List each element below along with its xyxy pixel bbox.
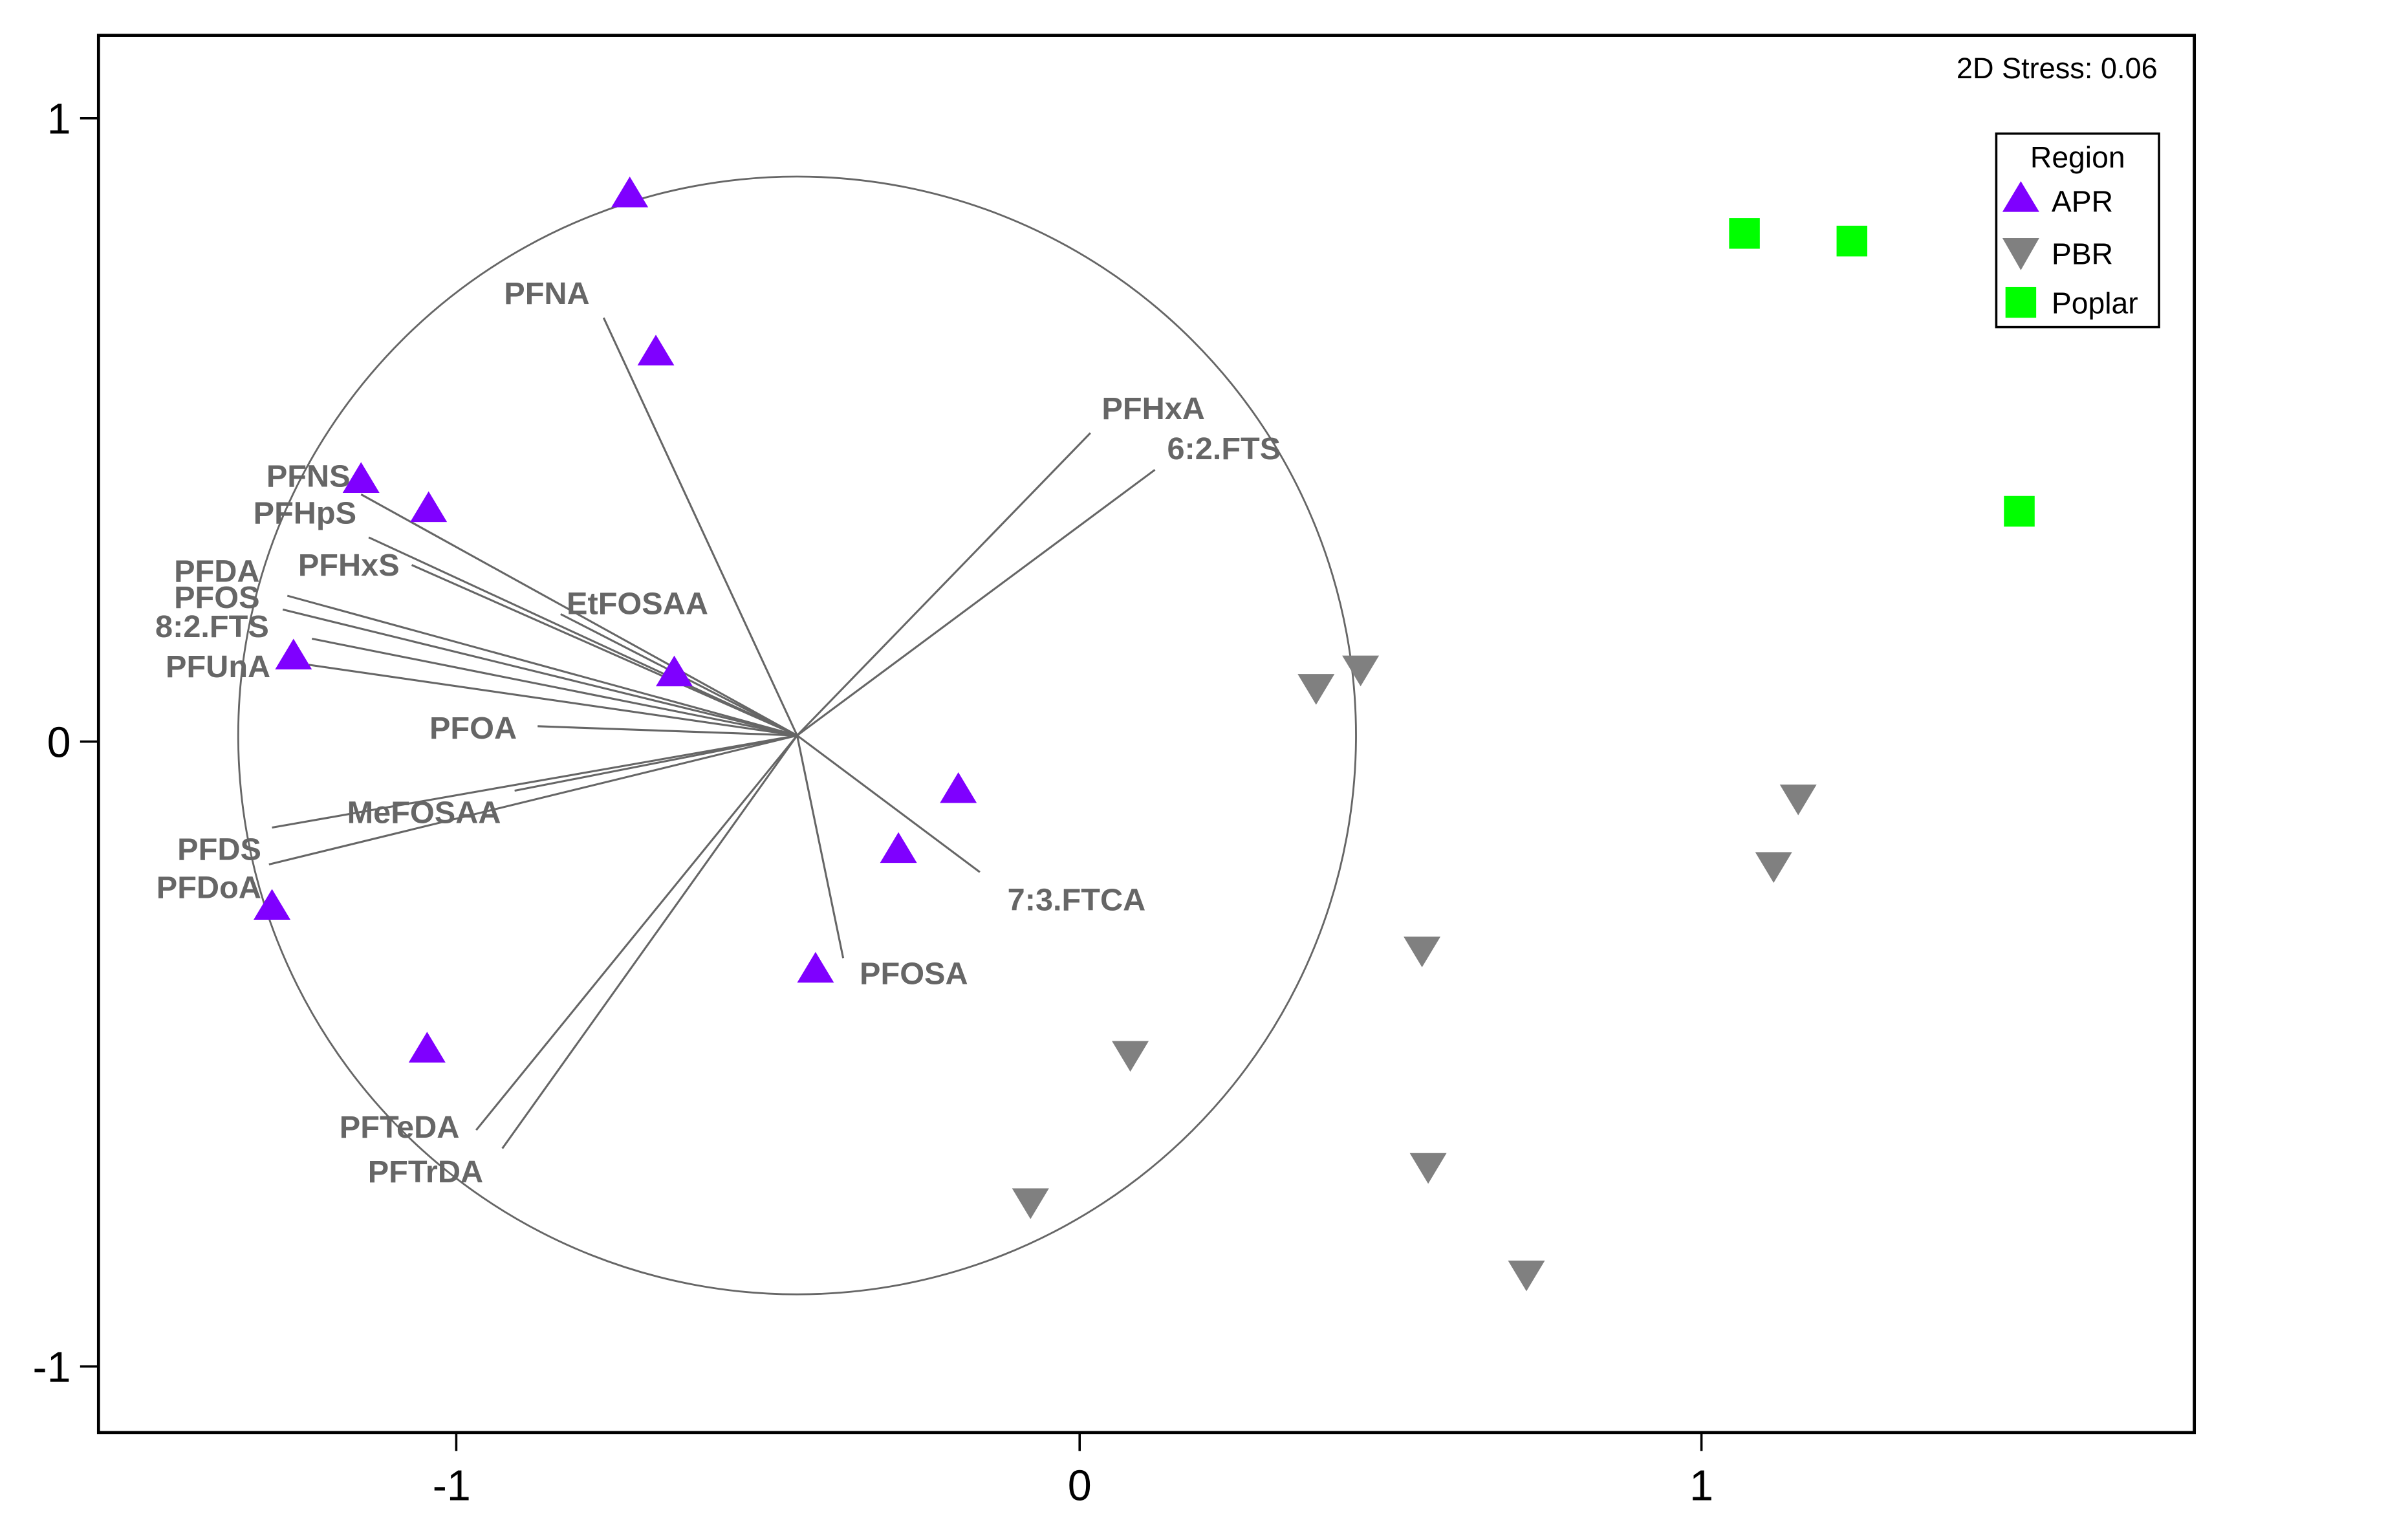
apr-point — [940, 772, 977, 803]
y-tick-label-0: 0 — [47, 719, 71, 766]
vector-PFHpS — [368, 536, 798, 737]
label-PFHxS: PFHxS — [298, 548, 400, 583]
vectors — [268, 317, 1156, 1149]
vector-PFTrDA — [501, 735, 798, 1149]
series-APR — [254, 176, 977, 1063]
apr-point — [637, 334, 675, 365]
vector-PFNS — [360, 493, 798, 737]
vector-PFUnA — [309, 664, 797, 737]
vector-PFHxA — [796, 432, 1091, 737]
legend: Region APR PBR Poplar — [1995, 132, 2160, 329]
pbr-point — [1297, 674, 1335, 705]
label-PFDoA: PFDoA — [157, 871, 261, 906]
apr-point — [408, 1032, 446, 1063]
label-MeFOSAA: MeFOSAA — [347, 795, 501, 830]
y-axis: 1 0 -1 — [32, 96, 99, 1391]
y-tick-label-m1: -1 — [32, 1343, 71, 1391]
legend-pbr-icon — [2002, 237, 2039, 270]
poplar-point — [1729, 218, 1760, 249]
vector-6-2-FTS — [796, 469, 1156, 737]
label-PFOS: PFOS — [174, 580, 259, 615]
vector-PFTeDA — [475, 735, 798, 1131]
x-tick-label-m1: -1 — [433, 1462, 471, 1510]
label-PFUnA: PFUnA — [166, 649, 270, 684]
vector-PFOS — [282, 608, 797, 737]
pbr-point — [1508, 1260, 1545, 1292]
pbr-point — [1012, 1188, 1049, 1219]
legend-poplar-label: Poplar — [2052, 286, 2138, 320]
correlation-circle — [237, 175, 1357, 1296]
label-PFDA: PFDA — [174, 554, 259, 589]
legend-apr-icon — [2002, 181, 2039, 212]
plot-frame — [96, 34, 2196, 1435]
label-7-3-FTCA: 7:3.FTCA — [1008, 883, 1146, 918]
vector-labels: PFNA PFNS PFHpS PFHxS EtFOSAA PFDA PFOS … — [155, 276, 1281, 1189]
pbr-point — [1404, 937, 1441, 968]
label-PFOA: PFOA — [429, 711, 517, 746]
apr-point — [275, 638, 312, 670]
x-tick-label-1: 1 — [1689, 1462, 1713, 1510]
legend-pbr-label: PBR — [2052, 237, 2113, 270]
apr-point — [880, 832, 917, 863]
label-PFOSA: PFOSA — [860, 957, 968, 992]
label-PFTrDA: PFTrDA — [368, 1155, 483, 1189]
apr-point — [656, 655, 693, 687]
pbr-point — [1112, 1041, 1149, 1072]
pbr-point — [1779, 785, 1817, 816]
pbr-point — [1409, 1153, 1447, 1184]
apr-point — [611, 176, 649, 208]
x-tick-label-0: 0 — [1068, 1462, 1092, 1510]
legend-title: Region — [2030, 140, 2125, 174]
label-PFHxA: PFHxA — [1101, 391, 1205, 426]
legend-poplar-icon — [2005, 287, 2037, 318]
vector-PFHxS — [411, 564, 798, 737]
poplar-point — [1836, 225, 1868, 257]
apr-point — [410, 491, 448, 523]
vector-PFOSA — [796, 735, 845, 959]
vector-PFDA — [287, 594, 797, 737]
apr-point — [797, 951, 834, 983]
label-PFHpS: PFHpS — [254, 495, 357, 530]
vector-PFDoA — [268, 734, 797, 865]
label-EtFOSAA: EtFOSAA — [567, 587, 708, 622]
vector-PFOA — [537, 725, 797, 737]
vector-PFDS — [272, 734, 797, 829]
stress-annotation: 2D Stress: 0.06 — [1957, 52, 2158, 85]
y-tick-label-1: 1 — [47, 96, 71, 144]
apr-point — [254, 889, 291, 920]
label-PFNA: PFNA — [504, 276, 589, 311]
x-axis: -1 0 1 — [433, 1432, 1713, 1510]
label-PFDS: PFDS — [177, 832, 261, 867]
apr-point — [342, 462, 380, 493]
pbr-point — [1342, 655, 1380, 687]
vector-7-3-FTCA — [796, 734, 981, 873]
vector-PFNA — [602, 317, 798, 736]
label-8-2-FTS: 8:2.FTS — [155, 609, 269, 644]
series-PBR — [1012, 655, 1817, 1292]
label-PFNS: PFNS — [266, 459, 351, 494]
vector-8-2-FTS — [311, 638, 797, 737]
label-6-2-FTS: 6:2.FTS — [1167, 431, 1281, 466]
poplar-point — [2004, 495, 2035, 527]
legend-apr-label: APR — [2052, 185, 2113, 219]
label-PFTeDA: PFTeDA — [340, 1110, 460, 1145]
series-Poplar — [1729, 218, 2035, 527]
pbr-point — [1755, 852, 1792, 883]
